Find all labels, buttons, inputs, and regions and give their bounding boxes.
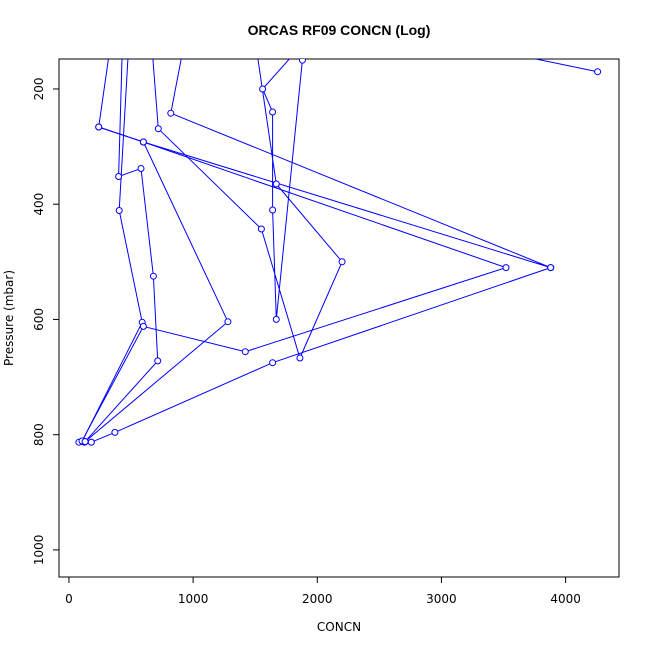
data-point xyxy=(107,46,113,52)
data-point xyxy=(81,438,89,446)
data-point xyxy=(511,51,517,57)
data-point xyxy=(272,180,280,188)
y-tick-label: 600 xyxy=(32,308,46,331)
data-point xyxy=(269,359,277,367)
data-point xyxy=(139,138,147,146)
series-line xyxy=(91,267,551,443)
data-point xyxy=(115,173,123,180)
data-point xyxy=(502,264,510,272)
x-axis: 0 1000 2000 3000 4000 xyxy=(65,576,581,606)
data-point xyxy=(154,357,162,365)
data-point xyxy=(149,272,157,280)
data-point xyxy=(137,165,145,172)
data-point xyxy=(253,46,259,52)
x-tick-label: 0 xyxy=(65,592,73,606)
data-point xyxy=(241,348,249,356)
y-tick-label: 200 xyxy=(32,78,46,101)
data-point xyxy=(338,258,346,266)
data-point xyxy=(296,354,304,362)
data-point xyxy=(269,108,277,116)
x-tick-label: 2000 xyxy=(302,592,333,606)
x-tick-label: 3000 xyxy=(426,592,457,606)
data-point xyxy=(269,206,277,214)
data-point xyxy=(594,68,602,76)
series-line xyxy=(78,59,598,443)
data-point xyxy=(119,46,125,52)
x-tick-label: 1000 xyxy=(178,592,209,606)
data-point xyxy=(167,109,175,117)
data-point xyxy=(115,207,123,214)
data-point xyxy=(126,46,132,52)
data-point xyxy=(272,315,280,323)
data-point xyxy=(139,322,147,330)
data-point xyxy=(257,225,265,233)
data-point xyxy=(298,59,306,64)
data-point xyxy=(95,123,103,131)
x-tick-label: 4000 xyxy=(550,592,581,606)
data-point xyxy=(149,46,155,52)
series-layer xyxy=(75,46,602,446)
plot-area-frame xyxy=(58,58,620,578)
y-axis: 200 400 600 800 1000 xyxy=(32,78,59,566)
data-point xyxy=(111,428,119,436)
data-point xyxy=(547,264,555,272)
y-tick-label: 800 xyxy=(32,423,46,446)
data-point xyxy=(259,85,267,93)
y-axis-label: Pressure (mbar) xyxy=(2,270,16,366)
data-point xyxy=(87,438,95,446)
data-point xyxy=(224,318,232,326)
y-tick-label: 400 xyxy=(32,193,46,216)
data-point xyxy=(154,125,162,133)
y-tick-label: 1000 xyxy=(32,535,46,566)
x-axis-label: CONCN xyxy=(317,620,361,634)
data-point xyxy=(296,46,302,52)
data-point xyxy=(180,46,186,52)
series-line xyxy=(81,126,508,442)
chart-title: ORCAS RF09 CONCN (Log) xyxy=(248,22,431,38)
series-line xyxy=(84,141,229,442)
